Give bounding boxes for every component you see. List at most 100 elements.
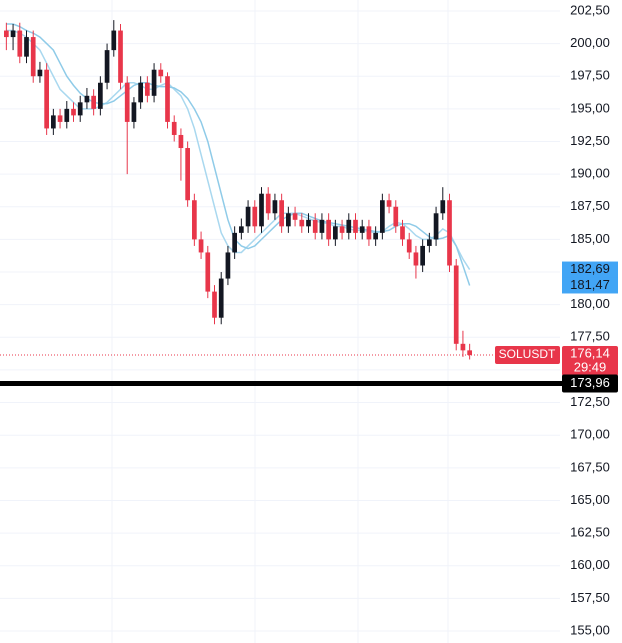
candle-body (44, 69, 49, 129)
y-tick-label: 177,50 (570, 329, 610, 344)
candle-body (373, 232, 378, 240)
candle-body (4, 30, 9, 38)
candle-body (212, 291, 217, 318)
candle-body (353, 219, 358, 233)
candle-body (10, 30, 16, 38)
candle-body (218, 278, 224, 318)
y-tick-label: 157,50 (570, 590, 610, 605)
candle-body (51, 115, 56, 129)
candle-body (124, 82, 130, 122)
moving-average (6, 29, 471, 270)
candle-body (111, 30, 117, 51)
candle-body (205, 252, 211, 292)
candle-body (138, 82, 143, 103)
candle-body (286, 213, 291, 227)
candle-body (77, 102, 83, 116)
candle-body (427, 239, 432, 246)
ma-box (562, 261, 618, 278)
candle-body (178, 134, 184, 149)
candle-body (91, 95, 96, 109)
candle-body (393, 206, 399, 227)
y-tick-label: 185,00 (570, 231, 610, 246)
candle-body (64, 108, 70, 122)
y-tick-label: 167,50 (570, 459, 610, 474)
y-tick-label: 155,00 (570, 622, 610, 637)
symbol-box (495, 346, 560, 365)
candle-body (245, 206, 251, 227)
candle-body (17, 30, 23, 57)
candle-body (232, 232, 237, 253)
candle-body (84, 95, 90, 103)
candle-body (433, 213, 439, 240)
candle-body (24, 37, 29, 57)
candle-body (104, 50, 110, 83)
candle-body (118, 30, 123, 83)
candle-body (346, 219, 352, 233)
candle-body (447, 200, 452, 266)
hline-box (562, 374, 618, 393)
candle-body (326, 219, 331, 240)
candle-body (312, 219, 318, 233)
y-tick-label: 170,00 (570, 427, 610, 442)
candle-body (366, 226, 372, 240)
candle-body (359, 226, 365, 233)
candle-body (171, 121, 177, 135)
candle-body (37, 69, 43, 77)
candle-body (453, 265, 459, 344)
candle-body (386, 200, 392, 207)
candle-body (185, 148, 190, 201)
candle-body (151, 69, 157, 96)
candle-body (265, 193, 271, 214)
candle-body (158, 69, 164, 77)
candle-body (299, 219, 305, 227)
y-tick-label: 172,50 (570, 394, 610, 409)
symbol-label: SOLUSDT (499, 347, 556, 361)
candle-body (333, 226, 338, 240)
ma-box (562, 277, 618, 294)
y-tick-label: 202,50 (570, 2, 610, 17)
candle-body (192, 200, 197, 240)
y-tick-label: 192,50 (570, 133, 610, 148)
y-tick-label: 160,00 (570, 557, 610, 572)
candle-body (165, 76, 170, 122)
y-tick-label: 197,50 (570, 68, 610, 83)
candle-body (306, 219, 311, 227)
y-tick-label: 162,50 (570, 525, 610, 540)
y-tick-label: 180,00 (570, 296, 610, 311)
candle-body (198, 239, 204, 253)
candle-body (98, 82, 103, 109)
hline-label: 173,96 (570, 375, 610, 390)
candle-body (272, 200, 278, 214)
candle-body (440, 200, 446, 214)
candle-body (57, 115, 63, 122)
countdown-label: 29:49 (574, 359, 607, 374)
candle-body (279, 200, 284, 227)
candle-body (292, 213, 298, 220)
candle-body (259, 193, 264, 227)
candle-body (145, 82, 150, 96)
candle-body (339, 226, 345, 233)
candle-body (225, 252, 231, 279)
ma-label: 182,69 (570, 261, 610, 276)
y-tick-label: 200,00 (570, 35, 610, 50)
candle-body (131, 102, 137, 122)
candle-body (420, 245, 425, 266)
last-price-box (562, 346, 618, 377)
candle-body (413, 252, 419, 266)
candle-body (460, 343, 466, 351)
candle-body (239, 226, 244, 233)
vertical-grid (111, 0, 449, 643)
candle-body (467, 350, 472, 356)
candle-body (71, 108, 76, 116)
moving-average (6, 23, 471, 286)
y-tick-label: 165,00 (570, 492, 610, 507)
candle-body (319, 219, 325, 233)
candle-body (380, 200, 385, 233)
y-tick-label: 187,50 (570, 198, 610, 213)
last-price-label: 176,14 (570, 345, 610, 360)
candle-body (400, 226, 405, 240)
y-tick-label: 195,00 (570, 100, 610, 115)
ma-label: 181,47 (570, 277, 610, 292)
candle-body (252, 206, 258, 227)
